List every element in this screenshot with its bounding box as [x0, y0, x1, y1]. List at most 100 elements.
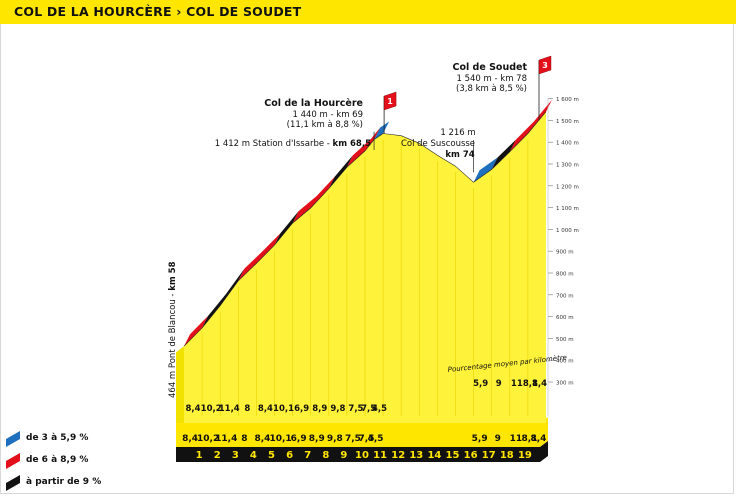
flag-number: 3 [542, 61, 548, 70]
gradient-label-upper: 7,5 [348, 404, 363, 414]
legend-label: à partir de 9 % [26, 477, 102, 487]
y-tick-label: 1 000 m [556, 228, 579, 234]
gradient-label: 8,4 [254, 434, 270, 444]
station-label: 1 412 m Station d'Issarbe - km 68,5 [215, 139, 371, 149]
climb-segment [292, 176, 335, 224]
climb-segment [184, 315, 209, 347]
y-tick-label: 1 200 m [556, 184, 579, 190]
legend-label: de 6 à 8,9 % [26, 455, 89, 465]
gradient-label-upper: 4,5 [372, 404, 387, 414]
km-band [176, 441, 548, 462]
gradient-label: 8,4 [530, 434, 546, 444]
climb-segment [509, 99, 552, 152]
ribbon-neutral [383, 121, 480, 183]
gradient-label-upper: 10,2 [201, 404, 222, 414]
climb-segment [473, 157, 498, 183]
km-label: 5 [268, 450, 275, 461]
climb-segment [374, 121, 390, 140]
pass-altitude: 1 216 m [440, 128, 475, 138]
gradient-label-upper: 10,1 [273, 404, 294, 414]
km-label: 6 [286, 450, 293, 461]
km-label: 1 [196, 450, 203, 461]
y-tick-label: 800 m [556, 272, 574, 278]
km-label: 18 [500, 450, 514, 461]
summit-detail: (11,1 km à 8,8 %) [287, 120, 363, 130]
flag-number: 1 [387, 97, 393, 106]
km-label: 13 [409, 450, 423, 461]
gradient-label-upper: 8,1 [523, 379, 538, 389]
gradient-label-upper: 7,5 [361, 404, 376, 414]
summit-flag-soudet [538, 55, 552, 75]
gradient-label: 5,9 [472, 434, 488, 444]
summit-detail: 1 540 m - km 78 [456, 74, 527, 84]
km-label: 14 [427, 450, 441, 461]
summit-detail: 1 440 m - km 69 [292, 110, 363, 120]
y-tick-label: 700 m [556, 293, 574, 299]
km-label: 9 [340, 450, 347, 461]
gradient-label-upper: 9,8 [330, 404, 345, 414]
profile-outline [183, 111, 547, 347]
km-label: 4 [250, 450, 257, 461]
y-tick-label: 500 m [556, 337, 574, 343]
page-title: COL DE LA HOURCÈRE › COL DE SOUDET [14, 4, 302, 19]
km-label: 17 [482, 450, 496, 461]
y-tick-label: 600 m [556, 315, 574, 321]
gradient-label: 4,5 [368, 434, 384, 444]
km-label: 16 [464, 450, 478, 461]
pass-name: Col de Suscousse [401, 139, 475, 149]
km-label: 10 [355, 450, 369, 461]
gradient-label-upper: 8 [244, 404, 250, 414]
gradient-label: 9 [495, 434, 501, 444]
climb-segment [238, 233, 281, 281]
gradient-label: 8,1 [521, 434, 537, 444]
climb-segment [346, 127, 381, 168]
y-tick-label: 1 600 m [556, 97, 579, 103]
pass-km: km 74 [445, 150, 474, 160]
summit-detail: (3,8 km à 8,5 %) [456, 84, 527, 94]
summit-flag-hourcere [383, 91, 397, 111]
y-tick-label: 400 m [556, 359, 574, 365]
gradient-label: 10,1 [269, 434, 291, 444]
climb-segment [328, 155, 353, 189]
y-tick-label: 1 300 m [556, 163, 579, 169]
gradient-label-upper: 9 [496, 379, 502, 389]
profile-base [184, 416, 546, 423]
climb-segment [274, 211, 299, 246]
y-tick-label: 300 m [556, 381, 574, 387]
y-tick-label: 900 m [556, 250, 574, 256]
gradient-band [176, 417, 548, 447]
gradient-label: 7,5 [345, 434, 361, 444]
gradient-label: 6,9 [291, 434, 307, 444]
climb-segment [202, 268, 245, 328]
gradient-label-upper: 11 [511, 379, 523, 389]
gradient-label: 8 [241, 434, 247, 444]
summit-name: Col de Soudet [452, 62, 527, 73]
km-label: 2 [214, 450, 221, 461]
gradient-label-upper: 8,4 [258, 404, 273, 414]
y-tick-label: 1 100 m [556, 206, 579, 212]
y-tick-label: 1 500 m [556, 119, 579, 125]
km-label: 7 [304, 450, 311, 461]
gradient-label-upper: 11,4 [219, 404, 240, 414]
gradient-label-upper: 6,9 [294, 404, 309, 414]
legend-label: de 3 à 5,9 % [26, 433, 89, 443]
chart-frame [0, 24, 734, 494]
km-label: 11 [373, 450, 387, 461]
gradient-label: 9,8 [327, 434, 343, 444]
km-label: 8 [322, 450, 329, 461]
gradient-label: 11,4 [215, 434, 237, 444]
summit-name: Col de la Hourcère [264, 98, 363, 109]
km-label: 15 [446, 450, 460, 461]
gradient-label-upper: 5,9 [473, 379, 488, 389]
gradient-label-upper: 8,9 [312, 404, 327, 414]
km-label: 12 [391, 450, 405, 461]
header-bar: COL DE LA HOURCÈRE › COL DE SOUDET [0, 0, 736, 24]
gradient-label: 8,9 [309, 434, 325, 444]
gradient-label: 11 [510, 434, 523, 444]
km-label: 19 [518, 450, 532, 461]
gradient-label: 7,5 [359, 434, 375, 444]
gradient-label-upper: 8,4 [186, 404, 201, 414]
profile-side [176, 346, 184, 423]
km-label: 3 [232, 450, 239, 461]
